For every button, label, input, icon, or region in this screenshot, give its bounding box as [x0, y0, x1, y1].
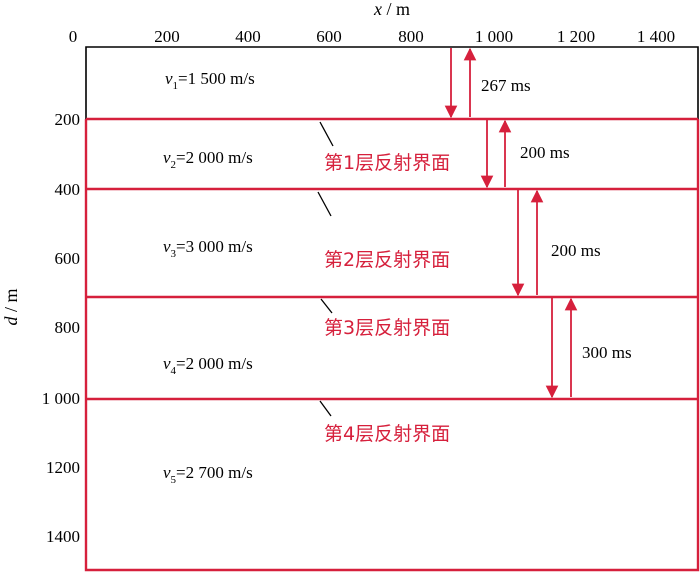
d-tick-label: 800 [55, 318, 81, 337]
travel-time-labels: 267 ms 200 ms 200 ms 300 ms [481, 76, 632, 362]
velocity-label-3: v3=3 000 m/s [163, 237, 253, 260]
vel-value: =2 000 m/s [176, 354, 253, 373]
vel-var: v [165, 69, 173, 88]
velocity-label-5: v5=2 700 m/s [163, 463, 253, 486]
interface-label-2: 第2层反射界面 [324, 249, 450, 271]
d-tick-label: 1 000 [42, 389, 80, 408]
vel-value: =1 500 m/s [178, 69, 255, 88]
d-tick-label: 1200 [46, 458, 80, 477]
leader-line-3 [320, 298, 333, 314]
interfaces [84, 117, 700, 572]
d-tick-label: 200 [55, 110, 81, 129]
travel-arrows [444, 47, 578, 399]
vel-var: v [163, 354, 171, 373]
d-axis-var: d [1, 316, 21, 326]
velocity-label-4: v4=2 000 m/s [163, 354, 253, 377]
leader-lines [317, 121, 334, 417]
top-layer-frame [85, 46, 699, 119]
interface-labels: 第1层反射界面 第2层反射界面 第3层反射界面 第4层反射界面 [324, 152, 450, 445]
vel-value: =2 700 m/s [176, 463, 253, 482]
interface-label-1: 第1层反射界面 [324, 152, 450, 174]
velocity-label-1: v1=1 500 m/s [165, 69, 255, 92]
leader-line-1 [319, 121, 334, 147]
x-axis-unit: m [396, 0, 410, 19]
d-tick-labels: 200 400 600 800 1 000 1200 1400 [42, 110, 80, 546]
vel-sub: 5 [171, 474, 177, 486]
x-tick-label: 600 [316, 27, 342, 46]
vel-sub: 4 [171, 365, 177, 377]
x-tick-label: 400 [235, 27, 261, 46]
x-tick-label: 1 400 [637, 27, 675, 46]
d-axis-sep: / [1, 303, 21, 317]
vel-sub: 3 [171, 248, 177, 260]
vel-sub: 2 [171, 159, 177, 171]
travel-time-label-1: 267 ms [481, 76, 531, 95]
d-axis-unit: m [1, 288, 21, 302]
vel-sub: 1 [173, 80, 179, 92]
vel-var: v [163, 148, 171, 167]
vel-value: =3 000 m/s [176, 237, 253, 256]
vel-value: =2 000 m/s [176, 148, 253, 167]
velocity-labels: v1=1 500 m/s v2=2 000 m/s v3=3 000 m/s v… [163, 69, 255, 486]
x-tick-labels: 0 200 400 600 800 1 000 1 200 1 400 [69, 27, 675, 46]
x-axis-var: x [373, 0, 382, 19]
vel-var: v [163, 463, 171, 482]
leader-line-2 [317, 191, 332, 217]
x-tick-label: 200 [154, 27, 180, 46]
travel-time-label-4: 300 ms [582, 343, 632, 362]
x-tick-label: 800 [398, 27, 424, 46]
vel-var: v [163, 237, 171, 256]
velocity-label-2: v2=2 000 m/s [163, 148, 253, 171]
travel-time-label-3: 200 ms [551, 241, 601, 260]
x-axis-sep: / [382, 0, 396, 19]
x-axis-title: x / m [373, 0, 410, 19]
d-tick-label: 400 [55, 180, 81, 199]
interface-label-3: 第3层反射界面 [324, 317, 450, 339]
x-tick-label: 1 200 [557, 27, 595, 46]
d-tick-label: 1400 [46, 527, 80, 546]
x-tick-label: 0 [69, 27, 78, 46]
interface-label-4: 第4层反射界面 [324, 423, 450, 445]
lower-frame [84, 119, 700, 572]
travel-time-label-2: 200 ms [520, 143, 570, 162]
leader-line-4 [319, 400, 332, 417]
x-tick-label: 1 000 [475, 27, 513, 46]
d-axis-title: d / m [1, 288, 21, 325]
d-tick-label: 600 [55, 249, 81, 268]
